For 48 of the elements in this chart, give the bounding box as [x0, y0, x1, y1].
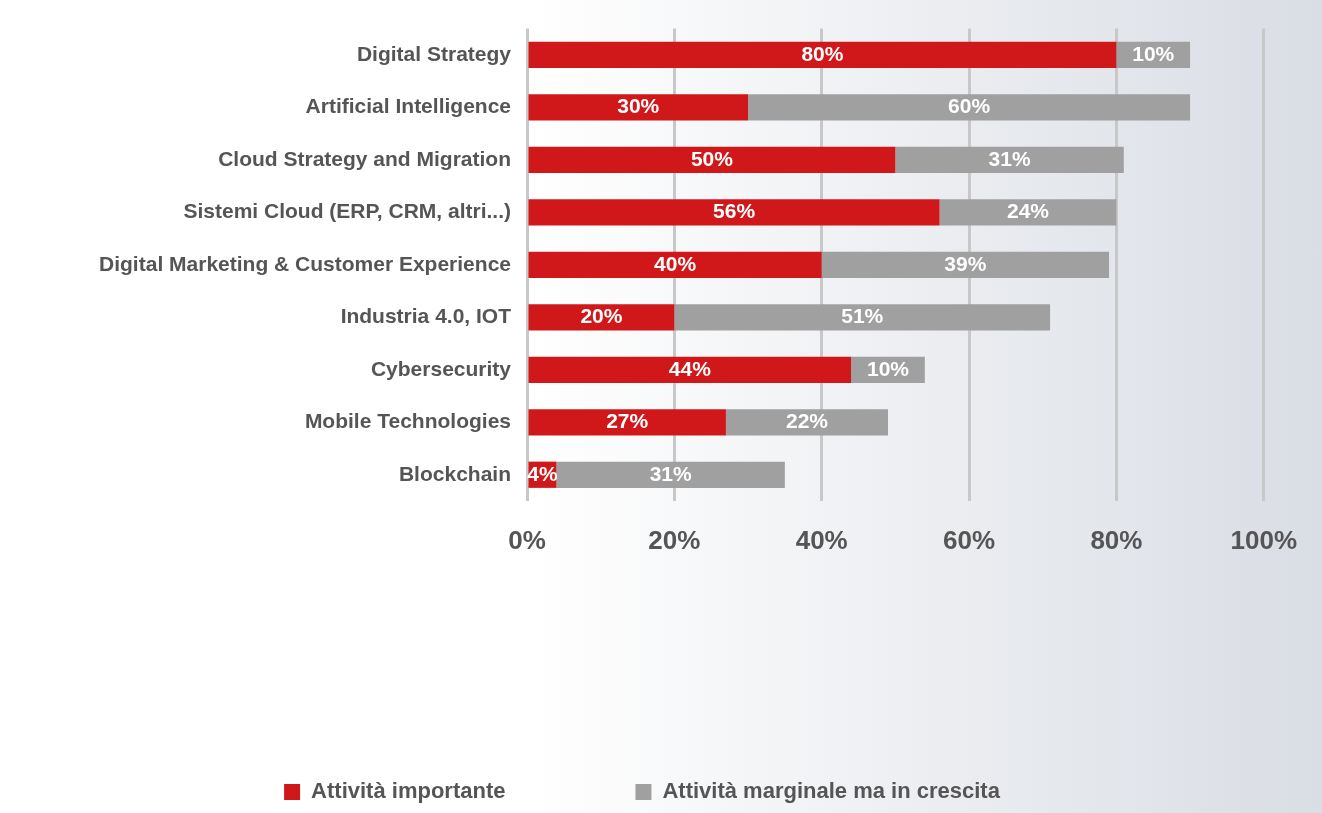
data-label: 60%: [948, 94, 991, 118]
x-tick-label: 100%: [1230, 524, 1297, 555]
bar: [939, 199, 1117, 226]
y-tick-label: Sistemi Cloud (ERP, CRM, altri...): [183, 199, 511, 223]
data-label: 44%: [668, 356, 712, 380]
y-tick-label: Artificial Intelligence: [305, 94, 511, 118]
data-label: 27%: [606, 409, 649, 433]
bar: [528, 356, 852, 383]
data-label: 31%: [649, 461, 693, 485]
bar: [748, 94, 1191, 121]
bar: [528, 146, 896, 173]
x-tick-label: 0%: [508, 524, 546, 555]
y-tick-label: Blockchain: [398, 461, 511, 485]
y-tick-label: Cybersecurity: [370, 356, 512, 380]
y-tick-label: Mobile Technologies: [304, 409, 511, 433]
y-tick-label: Digital Marketing & Customer Experience: [99, 251, 511, 275]
data-label: 51%: [841, 304, 884, 328]
data-label: 31%: [988, 146, 1031, 170]
bar: [528, 199, 940, 226]
legend-label: Attività marginale ma in crescita: [662, 778, 1001, 804]
y-tick-label: Industria 4.0, IOT: [340, 304, 512, 328]
bar: [895, 146, 1124, 173]
data-label: 10%: [1132, 41, 1175, 65]
bar: [674, 304, 1051, 331]
x-tick-label: 60%: [943, 524, 996, 555]
data-label: 39%: [944, 251, 987, 275]
x-tick-label: 80%: [1090, 524, 1143, 555]
data-label: 20%: [580, 304, 623, 328]
data-label: 22%: [785, 409, 829, 433]
data-label: 24%: [1006, 199, 1050, 223]
bar: [821, 251, 1110, 278]
y-tick-label: Digital Strategy: [356, 41, 512, 65]
bar: [528, 41, 1117, 68]
data-label: 40%: [654, 251, 697, 275]
y-tick-label: Cloud Strategy and Migration: [218, 146, 511, 170]
legend-label: Attività importante: [311, 778, 506, 804]
data-label: 56%: [713, 199, 756, 223]
data-label: 80%: [801, 41, 844, 65]
data-label: 10%: [866, 356, 910, 380]
bar: [528, 409, 726, 436]
data-label: 50%: [690, 146, 734, 170]
bar: [528, 251, 822, 278]
bar: [556, 461, 785, 488]
data-label: 30%: [617, 94, 660, 118]
x-tick-label: 40%: [795, 524, 848, 555]
bar: [725, 409, 889, 436]
x-tick-label: 20%: [648, 524, 701, 555]
bar: [528, 94, 749, 121]
